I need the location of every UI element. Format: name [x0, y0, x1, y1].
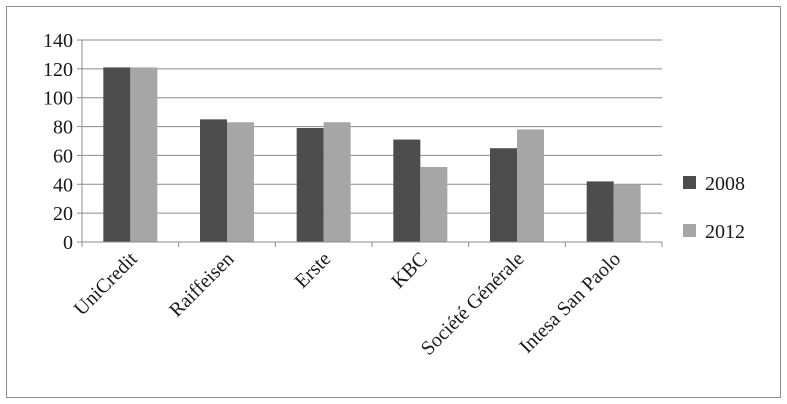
y-tick-label: 20	[53, 203, 73, 225]
y-tick-label: 80	[53, 117, 73, 139]
bar-2012-4	[517, 129, 544, 242]
y-tick-label: 120	[43, 59, 73, 81]
bar-2012-1	[227, 122, 254, 242]
bar-2008-0	[103, 67, 131, 243]
x-tick-label: Société Générale	[417, 248, 529, 360]
bar-2008-2	[296, 128, 324, 242]
legend: 2008 2012	[683, 173, 745, 243]
bars	[103, 67, 641, 243]
bar-2008-4	[490, 148, 517, 242]
bar-2012-0	[130, 67, 158, 243]
y-tick-label: 100	[43, 88, 73, 110]
legend-swatch-2008	[683, 176, 696, 189]
x-tick-label: KBC	[387, 248, 432, 293]
bar-2012-3	[420, 166, 448, 242]
x-tick-label: Erste	[291, 248, 336, 293]
bar-2008-5	[586, 181, 614, 242]
y-tick-label: 40	[53, 174, 73, 196]
legend-label-2012: 2012	[705, 221, 745, 243]
legend-label-2008: 2008	[705, 173, 745, 195]
y-tick-label: 140	[43, 30, 73, 52]
axes	[77, 39, 663, 247]
legend-swatch-2012	[683, 224, 696, 237]
x-tick-label: UniCredit	[70, 248, 142, 320]
x-tick-label: Raiffeisen	[165, 248, 238, 321]
x-tick-label: Intesa San Paolo	[515, 248, 625, 358]
y-tick-labels: 0 20 40 60 80 100 120 140	[43, 30, 73, 254]
y-tick-label: 60	[53, 145, 73, 167]
bar-2012-2	[323, 122, 351, 242]
bar-2008-3	[393, 139, 421, 242]
bar-2008-1	[200, 119, 227, 242]
y-tick-label: 0	[63, 232, 73, 254]
gridlines	[82, 39, 662, 214]
bar-2012-5	[613, 184, 641, 242]
